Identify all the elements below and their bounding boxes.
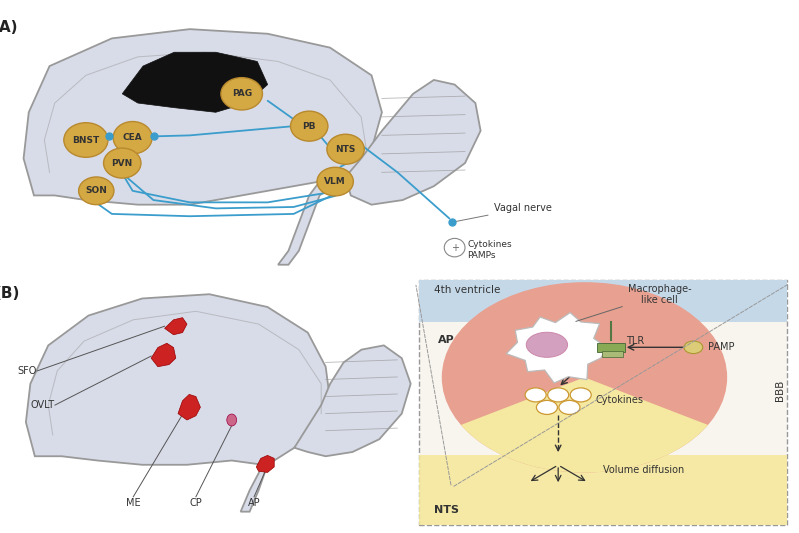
- Ellipse shape: [327, 134, 364, 164]
- Circle shape: [559, 400, 580, 415]
- FancyBboxPatch shape: [602, 351, 622, 357]
- Text: Volume diffusion: Volume diffusion: [603, 465, 685, 475]
- Text: Vagal nerve: Vagal nerve: [455, 204, 551, 222]
- Ellipse shape: [78, 177, 114, 205]
- Ellipse shape: [317, 167, 353, 196]
- Polygon shape: [151, 343, 176, 367]
- Polygon shape: [294, 345, 411, 456]
- Circle shape: [684, 341, 703, 353]
- Ellipse shape: [527, 332, 567, 357]
- Polygon shape: [345, 80, 481, 205]
- Text: CEA: CEA: [123, 133, 142, 142]
- Circle shape: [536, 400, 558, 415]
- Bar: [419, 280, 787, 322]
- Polygon shape: [178, 394, 201, 420]
- Text: SFO: SFO: [17, 366, 36, 376]
- Text: AP: AP: [438, 335, 455, 345]
- Polygon shape: [165, 318, 187, 335]
- Text: AP: AP: [248, 498, 260, 508]
- Polygon shape: [507, 312, 607, 383]
- Text: NTS: NTS: [336, 145, 356, 154]
- Text: BNST: BNST: [72, 135, 100, 144]
- Ellipse shape: [113, 122, 152, 154]
- Text: CP: CP: [189, 498, 202, 508]
- Text: OVLT: OVLT: [30, 400, 54, 410]
- Text: (B): (B): [0, 286, 20, 301]
- Text: PAG: PAG: [232, 90, 252, 98]
- Wedge shape: [461, 377, 708, 473]
- Circle shape: [547, 388, 569, 402]
- Polygon shape: [122, 52, 268, 112]
- Text: Macrophage-
like cell: Macrophage- like cell: [576, 284, 691, 321]
- Bar: [419, 455, 787, 525]
- Circle shape: [442, 282, 727, 473]
- Text: PAMP: PAMP: [709, 342, 735, 352]
- Text: +: +: [451, 243, 459, 253]
- Circle shape: [525, 388, 547, 402]
- Text: VLM: VLM: [324, 177, 346, 186]
- Text: ME: ME: [126, 498, 141, 508]
- Text: TLR: TLR: [626, 336, 644, 346]
- Text: PVN: PVN: [112, 159, 133, 167]
- Text: SON: SON: [85, 187, 107, 195]
- Circle shape: [444, 238, 465, 257]
- Text: (A): (A): [0, 20, 18, 35]
- Polygon shape: [256, 455, 274, 472]
- Ellipse shape: [104, 148, 141, 178]
- Text: PB: PB: [303, 122, 316, 131]
- Text: Cytokines: Cytokines: [596, 395, 644, 405]
- Text: 4th ventricle: 4th ventricle: [435, 285, 501, 295]
- Polygon shape: [26, 294, 330, 512]
- FancyBboxPatch shape: [419, 280, 787, 525]
- Polygon shape: [24, 29, 382, 265]
- Circle shape: [570, 388, 591, 402]
- Text: BBB: BBB: [775, 379, 785, 401]
- Ellipse shape: [64, 123, 108, 157]
- FancyBboxPatch shape: [597, 343, 625, 352]
- Ellipse shape: [291, 111, 328, 141]
- Text: NTS: NTS: [435, 505, 459, 515]
- Ellipse shape: [227, 414, 237, 426]
- Ellipse shape: [221, 78, 262, 110]
- Text: Cytokines
PAMPs: Cytokines PAMPs: [467, 240, 512, 260]
